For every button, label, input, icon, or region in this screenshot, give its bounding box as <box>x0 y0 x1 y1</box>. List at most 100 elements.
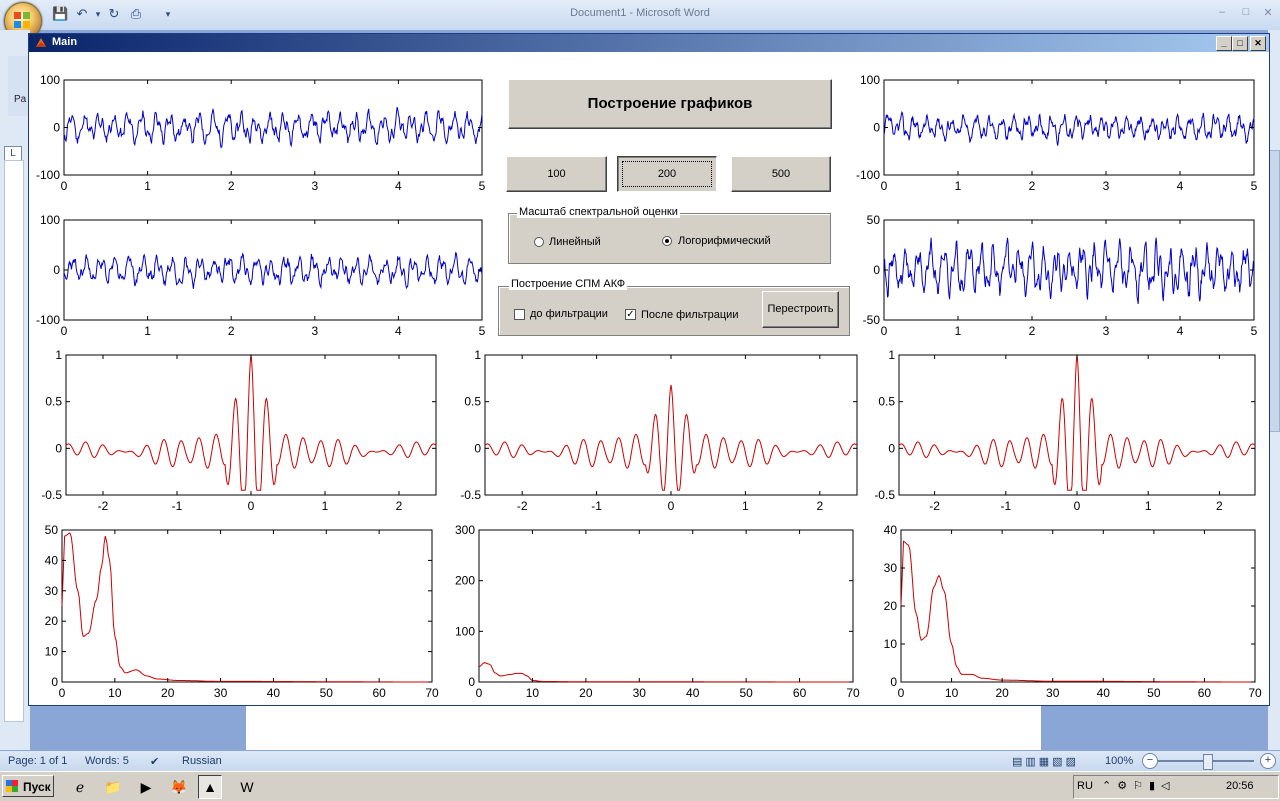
x-tick-label: 1 <box>742 499 749 513</box>
zoom-level[interactable]: 100% <box>1105 755 1134 767</box>
y-tick-label: -100 <box>36 313 60 327</box>
y-tick-label: 100 <box>40 213 60 227</box>
log-radio-label[interactable]: Логорифмический <box>678 235 771 247</box>
matlab-maximize-button[interactable]: □ <box>1232 36 1248 51</box>
y-tick-label: -0.5 <box>460 488 481 502</box>
x-tick-label: 40 <box>1097 686 1111 700</box>
y-tick-label: 100 <box>455 624 475 638</box>
word-maximize-button[interactable]: □ <box>1242 6 1250 18</box>
x-tick-label: -1 <box>172 499 183 513</box>
matlab-taskbar-icon[interactable]: ▲ <box>198 775 222 799</box>
x-tick-label: -2 <box>517 499 528 513</box>
y-tick-label: 0.5 <box>464 395 481 409</box>
document-page[interactable] <box>246 704 1041 750</box>
axes-box <box>61 529 433 683</box>
print-preview-icon[interactable]: ⎙ <box>130 6 142 21</box>
acf-plot-1: -2 -1 0 1 2 -0.5 0 0.5 1 <box>41 348 437 513</box>
zoom-slider-thumb[interactable] <box>1203 754 1213 770</box>
axes-box <box>900 529 1256 683</box>
y-tick-label: 10 <box>884 637 898 651</box>
status-words[interactable]: Words: 5 <box>85 755 129 767</box>
x-tick-label: 60 <box>793 686 807 700</box>
axes-box <box>65 354 437 496</box>
before-filter-label[interactable]: до фильтрации <box>530 308 608 320</box>
tray-icons[interactable]: ⌃⚙⚐▮◁ <box>1102 780 1176 792</box>
zoom-out-button[interactable]: − <box>1142 753 1158 769</box>
after-filter-label[interactable]: После фильтрации <box>641 309 739 321</box>
save-icon[interactable]: 💾 <box>52 6 69 21</box>
n-500-button[interactable]: 500 <box>731 156 831 192</box>
y-tick-label: 0 <box>51 675 58 689</box>
x-tick-label: 0 <box>59 686 66 700</box>
x-tick-label: 0 <box>668 499 675 513</box>
status-page[interactable]: Page: 1 of 1 <box>8 755 68 767</box>
y-tick-label: 0.5 <box>878 395 895 409</box>
y-tick-label: 40 <box>45 553 59 567</box>
before-filter-checkbox[interactable] <box>514 309 525 320</box>
x-tick-label: 4 <box>395 179 402 193</box>
y-tick-label: 0 <box>474 441 481 455</box>
matlab-logo-icon <box>36 38 46 47</box>
keyboard-language[interactable]: RU <box>1077 780 1093 792</box>
y-tick-label: 1 <box>474 348 481 362</box>
x-tick-label: 10 <box>526 686 540 700</box>
y-tick-label: 30 <box>884 561 898 575</box>
x-tick-label: 5 <box>1251 324 1258 338</box>
y-tick-label: 20 <box>884 599 898 613</box>
axes-box <box>478 529 854 683</box>
zoom-in-button[interactable]: + <box>1260 753 1276 769</box>
y-tick-label: -50 <box>863 313 881 327</box>
firefox-icon[interactable]: 🦊 <box>170 779 188 795</box>
series-line <box>63 107 483 149</box>
plot-graphs-button[interactable]: Построение графиков <box>508 79 832 129</box>
matlab-minimize-button[interactable]: _ <box>1216 36 1232 51</box>
x-tick-label: 70 <box>846 686 860 700</box>
redo-icon[interactable]: ↻ <box>108 6 120 21</box>
paste-button[interactable] <box>8 56 30 116</box>
log-radio-selected-dot <box>665 239 669 243</box>
psd-plot-2: 0 10 20 30 40 50 60 70 0 100 200 300 <box>455 523 860 700</box>
n-100-button[interactable]: 100 <box>506 156 607 192</box>
x-tick-label: 0 <box>881 179 888 193</box>
after-filter-checkbox[interactable]: ✓ <box>625 309 636 320</box>
y-tick-label: 0 <box>53 121 60 135</box>
x-tick-label: 1 <box>955 324 962 338</box>
psd-acf-title: Построение СПМ АКФ <box>509 278 628 290</box>
linear-radio[interactable] <box>534 237 544 247</box>
x-tick-label: 0 <box>898 686 905 700</box>
matlab-title-bar[interactable] <box>29 34 1269 52</box>
series-line <box>900 540 1255 683</box>
y-tick-label: 0 <box>53 263 60 277</box>
rebuild-button[interactable]: Перестроить <box>762 291 839 328</box>
undo-dropdown-icon[interactable]: ▾ <box>95 9 101 19</box>
word-close-button[interactable]: ✕ <box>1263 7 1273 19</box>
ie-icon[interactable]: ℯ <box>75 779 85 795</box>
status-language[interactable]: Russian <box>182 755 222 767</box>
view-buttons-icon[interactable]: ▤▥▦▧▨ <box>1012 756 1079 768</box>
media-player-icon[interactable]: ▶ <box>140 779 152 795</box>
acf-plot-3: -2 -1 0 1 2 -0.5 0 0.5 1 <box>874 348 1256 513</box>
undo-icon[interactable]: ↶ <box>76 6 88 21</box>
psd-plot-1: 0 10 20 30 40 50 60 70 0 10 20 30 40 50 <box>45 523 439 700</box>
x-tick-label: 1 <box>1145 499 1152 513</box>
customize-toolbar-icon[interactable]: ▾ <box>165 9 171 19</box>
linear-radio-label[interactable]: Линейный <box>549 236 601 248</box>
spectral-scale-title: Масштаб спектральной оценки <box>517 206 680 218</box>
x-tick-label: 2 <box>228 324 235 338</box>
word-minimize-button[interactable]: – <box>1218 6 1226 18</box>
clock[interactable]: 20:56 <box>1226 780 1254 792</box>
x-tick-label: 4 <box>1177 179 1184 193</box>
x-tick-label: 30 <box>633 686 647 700</box>
word-taskbar-icon[interactable]: W <box>240 779 254 795</box>
folder-icon[interactable]: 📁 <box>104 779 122 795</box>
series-line <box>61 532 432 683</box>
x-tick-label: 5 <box>1251 179 1258 193</box>
x-tick-label: 2 <box>228 179 235 193</box>
matlab-close-button[interactable]: ✕ <box>1250 36 1266 51</box>
spelling-check-icon[interactable]: ✔ <box>150 756 160 768</box>
x-tick-label: 60 <box>372 686 386 700</box>
x-tick-label: 1 <box>144 179 151 193</box>
